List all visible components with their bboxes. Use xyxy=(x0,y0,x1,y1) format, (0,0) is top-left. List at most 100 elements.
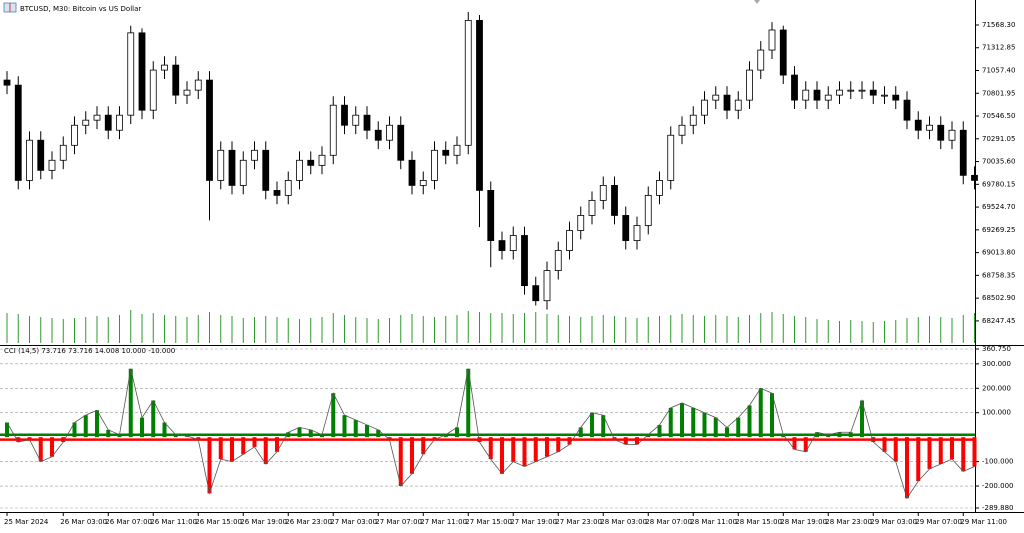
cci-bar xyxy=(185,435,189,438)
cci-bar xyxy=(657,424,662,438)
cci-bar xyxy=(320,434,324,438)
candle-body xyxy=(161,64,168,71)
cci-bar xyxy=(961,437,966,472)
cci-bar xyxy=(860,400,864,438)
x-tick-label: 27 Mar 19:00 xyxy=(510,518,557,526)
candle-body xyxy=(869,89,877,96)
candle-body xyxy=(667,134,675,181)
candle-body xyxy=(768,29,776,51)
candle-body xyxy=(48,159,56,171)
candle-body xyxy=(37,139,45,171)
chart-title: BTCUSD, M30: Bitcoin vs US Dollar xyxy=(20,5,141,13)
x-tick-label: 26 Mar 19:00 xyxy=(240,518,287,526)
y-tick-label: 68247.45 xyxy=(982,317,1015,325)
cci-bar xyxy=(522,437,527,467)
candle-body xyxy=(71,124,78,146)
cci-bar xyxy=(545,437,549,457)
x-tick-label: 28 Mar 07:00 xyxy=(645,518,692,526)
cci-bar xyxy=(27,437,32,440)
y-tick-label: 360.750 xyxy=(982,345,1011,353)
candle-body xyxy=(926,124,933,131)
candle-body xyxy=(881,94,888,97)
cci-bar xyxy=(61,437,66,443)
candle-body xyxy=(914,119,922,131)
x-tick-label: 27 Mar 11:00 xyxy=(420,518,467,526)
candle-body xyxy=(791,74,798,101)
candle-body xyxy=(239,159,247,186)
y-tick-label: 68502.90 xyxy=(982,294,1015,302)
cci-bar xyxy=(905,437,909,499)
candle-body xyxy=(374,129,382,141)
cci-bar xyxy=(646,434,651,438)
x-tick-label: 28 Mar 23:00 xyxy=(825,518,872,526)
candle-body xyxy=(318,154,326,166)
candle-body xyxy=(633,225,641,241)
cci-bar xyxy=(117,434,122,438)
x-tick-label: 27 Mar 15:00 xyxy=(465,518,512,526)
candle-body xyxy=(948,129,956,141)
cci-bar xyxy=(72,422,77,438)
x-tick-label: 26 Mar 07:00 xyxy=(105,518,152,526)
candle-body xyxy=(577,215,585,231)
candle-body xyxy=(262,149,270,191)
cci-bar xyxy=(252,437,257,447)
cci-bar xyxy=(5,422,9,438)
candle-body xyxy=(464,19,472,146)
cci-bar xyxy=(140,417,144,438)
candle-body xyxy=(3,79,11,86)
cci-bar xyxy=(680,402,684,438)
cci-bar xyxy=(218,437,223,460)
x-tick-label: 27 Mar 23:00 xyxy=(555,518,602,526)
x-tick-label: 29 Mar 11:00 xyxy=(960,518,1007,526)
candle-body xyxy=(847,89,855,92)
cci-bar xyxy=(893,437,898,462)
cci-bar xyxy=(443,434,448,438)
candle-body xyxy=(599,185,607,201)
cci-bar xyxy=(263,437,268,465)
cci-bar xyxy=(556,437,561,452)
cci-bar xyxy=(297,427,302,438)
cci-bar xyxy=(950,437,954,460)
candle-body xyxy=(307,159,315,166)
cci-bar xyxy=(815,432,819,438)
candle-body xyxy=(971,174,978,181)
cci-bar xyxy=(196,437,201,440)
cci-bar xyxy=(241,437,246,455)
cci-bar xyxy=(342,415,347,438)
candle-body xyxy=(554,250,562,271)
candle-body xyxy=(779,29,787,76)
x-tick-label: 26 Mar 11:00 xyxy=(150,518,197,526)
candle-body xyxy=(442,149,450,156)
cci-bar xyxy=(758,388,763,438)
candle-body xyxy=(712,94,720,101)
y-tick-label: -289.880 xyxy=(982,504,1013,512)
candle-body xyxy=(824,94,832,101)
cci-bar xyxy=(421,437,426,455)
cci-bar xyxy=(882,437,887,452)
candle-body xyxy=(59,144,67,161)
cci-bar xyxy=(16,437,21,443)
x-tick-label: 27 Mar 03:00 xyxy=(330,518,377,526)
cci-bar xyxy=(365,424,369,438)
cci-bar xyxy=(38,437,43,462)
candle-body xyxy=(363,114,371,131)
candle-body xyxy=(116,114,123,131)
candle-body xyxy=(689,114,697,126)
candle-body xyxy=(138,32,146,111)
cci-bar xyxy=(151,400,156,438)
y-tick-label: 71568.30 xyxy=(982,21,1015,29)
cci-bar xyxy=(837,432,842,438)
cci-bar xyxy=(770,393,774,438)
candle-body xyxy=(228,149,236,186)
candle-body xyxy=(217,149,225,181)
candle-body xyxy=(431,149,438,181)
cci-bar xyxy=(635,437,639,445)
y-tick-label: -100.000 xyxy=(982,458,1013,466)
candle-body xyxy=(26,139,33,181)
candle-body xyxy=(611,185,618,216)
cci-bar xyxy=(792,437,797,450)
cci-bar xyxy=(466,368,471,438)
cci-bar xyxy=(106,429,111,438)
candle-body xyxy=(644,194,652,226)
